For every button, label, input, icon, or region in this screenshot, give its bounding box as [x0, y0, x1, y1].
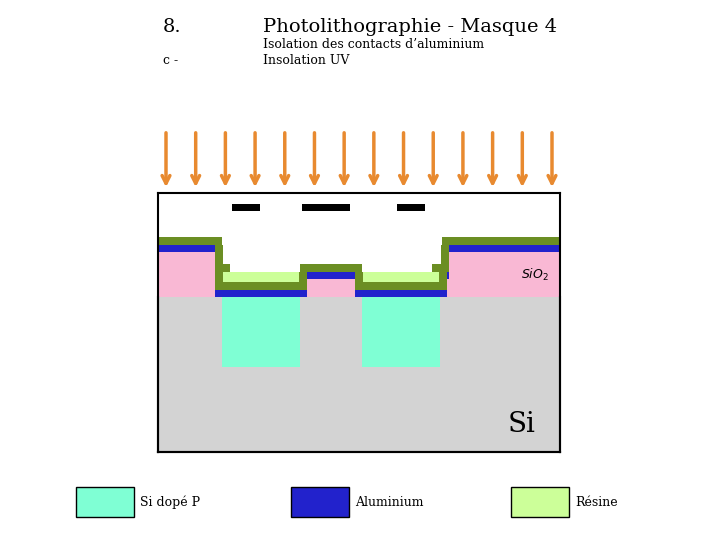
Bar — [442, 245, 560, 252]
Bar — [215, 245, 223, 272]
Bar — [215, 264, 230, 272]
Bar — [300, 272, 307, 297]
Text: Si: Si — [508, 410, 536, 437]
Bar — [355, 282, 447, 290]
Bar — [442, 237, 560, 245]
Bar — [215, 290, 307, 297]
Text: Photolithographie - Masque 4: Photolithographie - Masque 4 — [263, 18, 557, 36]
Bar — [355, 290, 447, 297]
Bar — [291, 487, 349, 517]
Bar — [300, 279, 362, 297]
Bar — [432, 264, 449, 272]
Bar — [397, 204, 425, 211]
Bar — [363, 272, 439, 282]
Bar — [355, 272, 362, 297]
Bar — [362, 297, 440, 367]
Bar — [300, 272, 362, 279]
Bar — [440, 272, 447, 297]
Text: Résine: Résine — [575, 496, 618, 509]
Text: Insolation UV: Insolation UV — [263, 55, 349, 68]
Bar — [442, 252, 449, 279]
Bar — [302, 204, 350, 211]
Bar — [299, 272, 307, 290]
Bar — [511, 487, 569, 517]
Bar — [222, 297, 300, 367]
Text: Isolation des contacts d’aluminium: Isolation des contacts d’aluminium — [263, 37, 484, 51]
Text: Si dopé P: Si dopé P — [140, 495, 200, 509]
Bar — [158, 237, 222, 245]
Bar — [442, 252, 560, 297]
Bar — [158, 252, 222, 297]
Bar — [215, 252, 222, 279]
Bar — [76, 487, 134, 517]
Bar — [223, 272, 299, 282]
Bar — [215, 282, 307, 290]
Bar — [355, 272, 363, 290]
Text: c -: c - — [163, 55, 178, 68]
Text: Aluminium: Aluminium — [355, 496, 423, 509]
Bar — [223, 207, 441, 264]
Bar — [439, 272, 447, 290]
Text: $SiO_2$: $SiO_2$ — [521, 266, 549, 282]
Bar — [441, 245, 449, 272]
Bar — [215, 272, 223, 290]
Bar — [300, 264, 362, 272]
Bar — [440, 272, 449, 279]
Bar — [158, 245, 222, 252]
Bar — [215, 272, 222, 297]
Bar — [158, 297, 560, 452]
Bar — [232, 204, 260, 211]
Text: 8.: 8. — [163, 18, 181, 36]
Bar — [215, 272, 222, 279]
